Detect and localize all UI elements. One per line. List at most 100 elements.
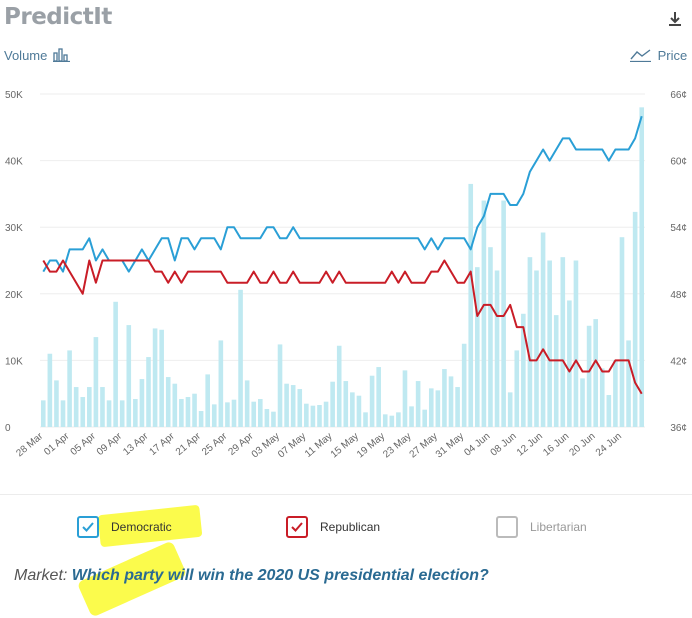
volume-bar <box>343 381 349 427</box>
x-tick-label: 04 Jun <box>462 431 492 459</box>
market-question[interactable]: Which party will win the 2020 US preside… <box>71 567 489 584</box>
volume-bar <box>152 328 158 427</box>
y-tick-left: 40K <box>5 157 23 168</box>
volume-bar <box>73 387 79 427</box>
volume-bar <box>415 381 421 427</box>
volume-bar <box>146 357 151 427</box>
volume-bar <box>317 405 322 427</box>
volume-bar <box>192 393 197 427</box>
volume-bar <box>165 377 171 427</box>
volume-bar <box>179 399 184 427</box>
volume-bar <box>475 267 480 427</box>
volume-bar <box>514 350 520 427</box>
volume-bar <box>619 237 625 427</box>
legend-checkbox-republican[interactable] <box>286 516 308 538</box>
volume-bar <box>257 399 263 427</box>
volume-bar <box>297 389 303 427</box>
y-tick-right: 54¢ <box>670 223 687 234</box>
price-label-text: Price <box>657 48 688 63</box>
volume-bar <box>330 381 335 427</box>
y-tick-right: 36¢ <box>670 423 687 434</box>
volume-bar <box>606 395 612 427</box>
x-tick-label: 31 May <box>434 431 466 461</box>
legend-checkbox-democratic[interactable] <box>77 516 99 538</box>
y-tick-left: 30K <box>5 223 23 234</box>
x-tick-label: 21 Apr <box>174 430 204 457</box>
volume-bar <box>225 402 230 427</box>
volume-bar <box>521 313 526 427</box>
legend-label-republican: Republican <box>320 520 381 534</box>
volume-bar <box>632 211 638 427</box>
volume-bar <box>172 383 178 427</box>
volume-bar <box>350 392 355 427</box>
y-tick-right: 66¢ <box>670 90 687 101</box>
volume-bar <box>527 257 533 427</box>
volume-bar <box>389 415 395 427</box>
bar-chart-icon <box>53 48 70 63</box>
y-tick-left: 0 <box>5 423 11 434</box>
x-tick-label: 05 Apr <box>69 430 99 457</box>
volume-bar <box>402 370 408 427</box>
volume-bar <box>494 270 500 427</box>
volume-bar <box>534 270 539 427</box>
x-tick-label: 01 Apr <box>42 430 72 457</box>
volume-bar <box>488 247 493 427</box>
legend-democratic[interactable]: Democratic <box>77 514 172 540</box>
x-tick-label: 25 Apr <box>200 430 230 457</box>
volume-bar <box>205 374 210 427</box>
volume-bar <box>185 397 191 427</box>
volume-bar <box>93 337 99 427</box>
legend-label-libertarian: Libertarian <box>530 520 587 534</box>
check-icon <box>82 522 94 532</box>
price-volume-chart: 0 10K 20K 30K 40K 50K 36¢ 42¢ 48¢ 54¢ 60¢ 66¢ 28 M… <box>5 90 687 461</box>
chart-divider <box>0 494 692 495</box>
volume-bar <box>455 387 460 427</box>
volume-bar <box>501 200 506 427</box>
volume-bar <box>106 400 112 427</box>
volume-bar <box>277 344 283 427</box>
x-tick-label: 28 Mar <box>14 430 45 459</box>
volume-bar <box>310 405 316 427</box>
x-tick-label: 11 May <box>303 431 335 460</box>
volume-bar <box>211 404 217 427</box>
series-line-democratic <box>42 115 643 273</box>
legend-checkbox-libertarian[interactable] <box>496 516 518 538</box>
volume-bar <box>284 383 289 427</box>
volume-bar <box>461 343 467 427</box>
volume-bar <box>139 379 145 427</box>
volume-bar <box>271 411 276 427</box>
volume-bar <box>382 414 388 427</box>
volume-bar <box>422 409 428 427</box>
price-axis-title: Price <box>630 48 687 63</box>
x-tick-label: 16 Jun <box>541 431 571 459</box>
x-tick-label: 03 May <box>250 431 282 461</box>
legend-republican[interactable]: Republican <box>286 514 380 540</box>
y-tick-left: 10K <box>5 356 23 367</box>
volume-bar <box>586 325 592 427</box>
volume-bar <box>198 411 204 427</box>
predictit-logo: PredictIt <box>4 4 112 30</box>
x-tick-label: 09 Apr <box>95 430 125 457</box>
x-tick-label: 15 May <box>329 431 361 461</box>
y-tick-left: 50K <box>5 90 23 101</box>
volume-bar <box>290 385 296 427</box>
volume-axis-title: Volume <box>4 48 71 63</box>
volume-bar <box>159 329 164 427</box>
volume-bar <box>60 400 66 427</box>
x-tick-label: 23 May <box>381 431 413 461</box>
volume-bar <box>100 387 105 427</box>
volume-bar <box>87 387 92 427</box>
volume-bar <box>54 380 59 427</box>
volume-label-text: Volume <box>4 48 48 63</box>
legend-libertarian[interactable]: Libertarian <box>496 514 587 540</box>
volume-bar <box>133 399 138 427</box>
volume-bar <box>376 367 381 427</box>
x-tick-label: 17 Apr <box>148 430 178 457</box>
volume-bar <box>119 400 125 427</box>
volume-bar <box>323 401 329 427</box>
volume-bar <box>547 260 552 427</box>
download-icon[interactable] <box>664 8 686 30</box>
volume-bar <box>639 107 645 427</box>
volume-bar <box>369 375 375 427</box>
volume-bar <box>560 257 566 427</box>
